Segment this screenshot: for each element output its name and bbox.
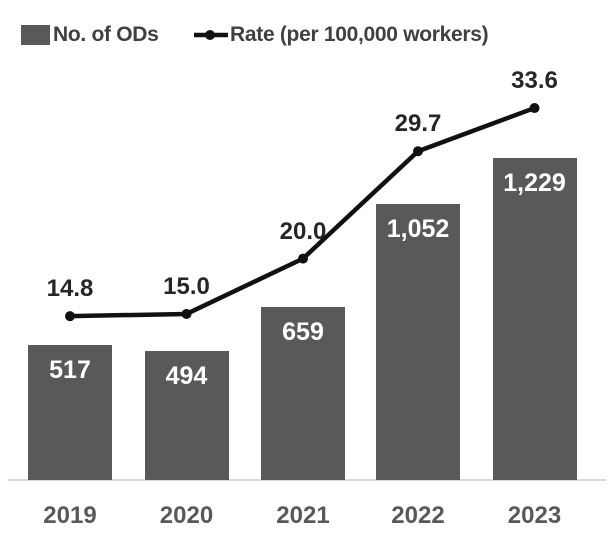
x-axis-label: 2021 <box>276 502 330 529</box>
rate-point-marker <box>529 103 540 114</box>
x-axis-label: 2022 <box>391 502 445 529</box>
rate-value-label: 15.0 <box>163 272 210 300</box>
x-axis-baseline <box>8 479 606 481</box>
rate-point-marker <box>65 311 75 322</box>
legend-item-line: Rate (per 100,000 workers) <box>193 22 489 48</box>
rate-value-label: 33.6 <box>511 67 558 95</box>
legend-item-bars: No. of ODs <box>21 22 159 48</box>
bar-value-label: 1,229 <box>503 169 566 197</box>
bar-value-label: 1,052 <box>386 215 450 243</box>
rate-value-label: 14.8 <box>46 275 94 303</box>
legend-label-line: Rate (per 100,000 workers) <box>230 23 489 46</box>
rate-point-marker <box>181 308 192 319</box>
rate-point-marker <box>413 146 423 157</box>
bar-series-swatch <box>21 25 50 45</box>
bar-2020 <box>144 351 229 480</box>
bar-2023 <box>492 158 577 480</box>
rate-value-label: 29.7 <box>394 110 442 138</box>
x-axis-label: 2019 <box>43 502 97 529</box>
bar-value-label: 659 <box>282 318 324 346</box>
rate-line <box>69 105 536 319</box>
bar-2021 <box>261 307 345 480</box>
bar-value-label: 494 <box>165 362 208 390</box>
bar-2019 <box>28 345 112 480</box>
rate-point-marker <box>298 253 308 264</box>
x-axis-label: 2020 <box>159 502 214 529</box>
bar-2022 <box>376 204 460 480</box>
x-axis-label: 2023 <box>507 502 562 529</box>
line-series-marker-icon <box>194 30 228 40</box>
legend-label-bars: No. of ODs <box>53 23 159 46</box>
bar-value-label: 517 <box>49 356 91 384</box>
rate-value-label: 20.0 <box>279 217 327 245</box>
